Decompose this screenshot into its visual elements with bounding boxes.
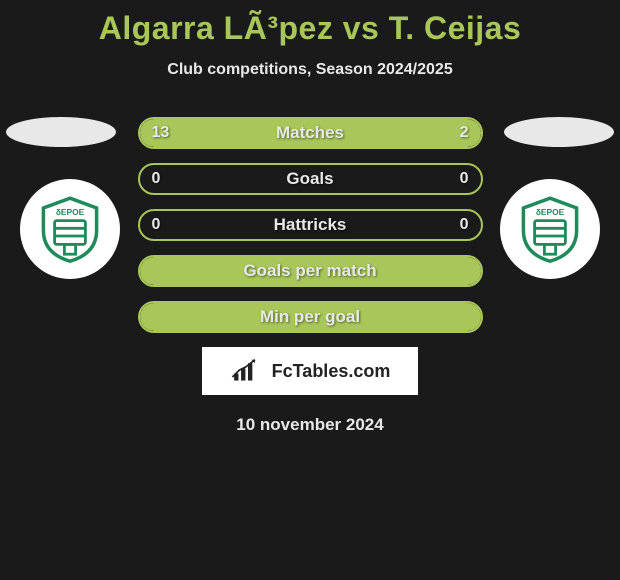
page-title: Algarra LÃ³pez vs T. Ceijas bbox=[0, 0, 620, 47]
subtitle: Club competitions, Season 2024/2025 bbox=[0, 61, 620, 79]
comparison-content: δΕΡΟΕ δΕΡΟΕ 132Matches 00Goals 00Hattricks… bbox=[0, 117, 620, 435]
stat-row: 00Hattricks bbox=[138, 209, 483, 241]
stat-label: Matches bbox=[140, 119, 481, 147]
club-badge-left: δΕΡΟΕ bbox=[20, 179, 120, 279]
stat-row: Goals per match bbox=[138, 255, 483, 287]
svg-text:δΕΡΟΕ: δΕΡΟΕ bbox=[536, 207, 565, 217]
beroe-logo-icon: δΕΡΟΕ bbox=[515, 194, 585, 264]
stat-label: Hattricks bbox=[140, 211, 481, 239]
brand-chart-icon bbox=[230, 358, 266, 384]
date-text: 10 november 2024 bbox=[0, 415, 620, 435]
stat-label: Goals per match bbox=[140, 257, 481, 285]
stat-row: 132Matches bbox=[138, 117, 483, 149]
club-badge-right: δΕΡΟΕ bbox=[500, 179, 600, 279]
stat-row: 00Goals bbox=[138, 163, 483, 195]
stat-row: Min per goal bbox=[138, 301, 483, 333]
stat-label: Min per goal bbox=[140, 303, 481, 331]
beroe-logo-icon: δΕΡΟΕ bbox=[35, 194, 105, 264]
stat-bars: 132Matches 00Goals 00Hattricks Goals per ma… bbox=[138, 117, 483, 333]
player-avatar-left bbox=[6, 117, 116, 147]
player-avatar-right bbox=[504, 117, 614, 147]
stat-label: Goals bbox=[140, 165, 481, 193]
svg-text:δΕΡΟΕ: δΕΡΟΕ bbox=[56, 207, 85, 217]
brand-box: FcTables.com bbox=[202, 347, 418, 395]
brand-text: FcTables.com bbox=[272, 361, 391, 382]
